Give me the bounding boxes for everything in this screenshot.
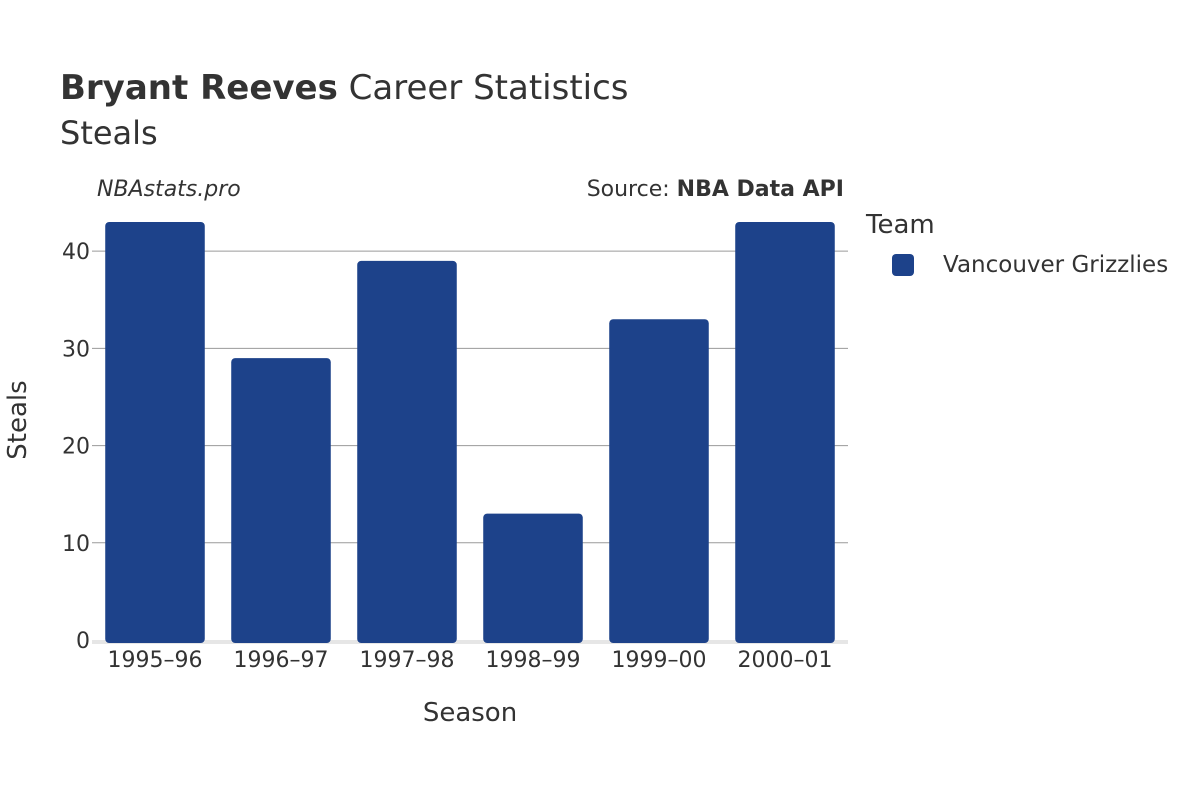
bar bbox=[609, 319, 709, 643]
bar bbox=[105, 222, 205, 643]
x-tick-label: 1995–96 bbox=[108, 648, 203, 673]
y-tick-label: 30 bbox=[62, 337, 90, 362]
bar bbox=[735, 222, 835, 643]
y-tick-label: 0 bbox=[76, 629, 90, 654]
y-axis-title: Steals bbox=[3, 380, 33, 459]
x-tick-label: 2000–01 bbox=[738, 648, 833, 673]
legend-swatch bbox=[892, 254, 914, 276]
legend-label: Vancouver Grizzlies bbox=[943, 252, 1169, 278]
x-axis-title: Season bbox=[423, 698, 517, 728]
y-tick-label: 40 bbox=[62, 240, 90, 265]
chart-subtitle: Steals bbox=[60, 114, 158, 152]
x-tick-label: 1997–98 bbox=[360, 648, 455, 673]
watermark: NBAstats.pro bbox=[97, 177, 241, 202]
chart-title: Bryant Reeves Career Statistics bbox=[60, 68, 629, 108]
bar bbox=[483, 513, 583, 643]
legend-title: Team bbox=[866, 210, 935, 240]
source-credit: Source: NBA Data API bbox=[587, 177, 844, 202]
source-prefix: Source: bbox=[586, 177, 677, 202]
chart-title-rest: Career Statistics bbox=[348, 68, 629, 108]
x-tick-label: 1996–97 bbox=[234, 648, 329, 673]
y-tick-label: 20 bbox=[62, 435, 90, 460]
bar bbox=[231, 358, 331, 643]
y-tick-label: 10 bbox=[62, 532, 90, 557]
x-tick-label: 1998–99 bbox=[486, 648, 581, 673]
source-name: NBA Data API bbox=[676, 177, 844, 202]
chart-title-player: Bryant Reeves bbox=[60, 68, 338, 108]
x-tick-label: 1999–00 bbox=[612, 648, 707, 673]
bar bbox=[357, 260, 457, 643]
